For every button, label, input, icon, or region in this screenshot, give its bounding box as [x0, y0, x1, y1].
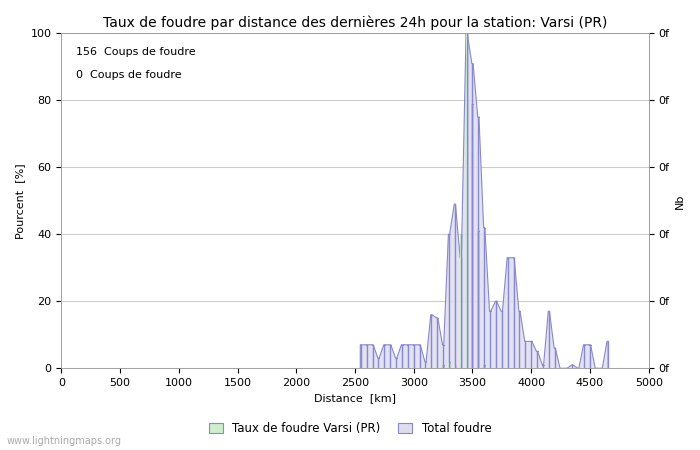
Text: 156  Coups de foudre: 156 Coups de foudre — [76, 47, 195, 57]
Y-axis label: Pourcent  [%]: Pourcent [%] — [15, 163, 25, 239]
Text: 0  Coups de foudre: 0 Coups de foudre — [76, 70, 181, 80]
X-axis label: Distance  [km]: Distance [km] — [314, 393, 396, 404]
Title: Taux de foudre par distance des dernières 24h pour la station: Varsi (PR): Taux de foudre par distance des dernière… — [103, 15, 607, 30]
Y-axis label: Nb: Nb — [675, 193, 685, 208]
Text: www.lightningmaps.org: www.lightningmaps.org — [7, 436, 122, 446]
Legend: Taux de foudre Varsi (PR), Total foudre: Taux de foudre Varsi (PR), Total foudre — [204, 417, 496, 440]
Polygon shape — [360, 33, 608, 368]
